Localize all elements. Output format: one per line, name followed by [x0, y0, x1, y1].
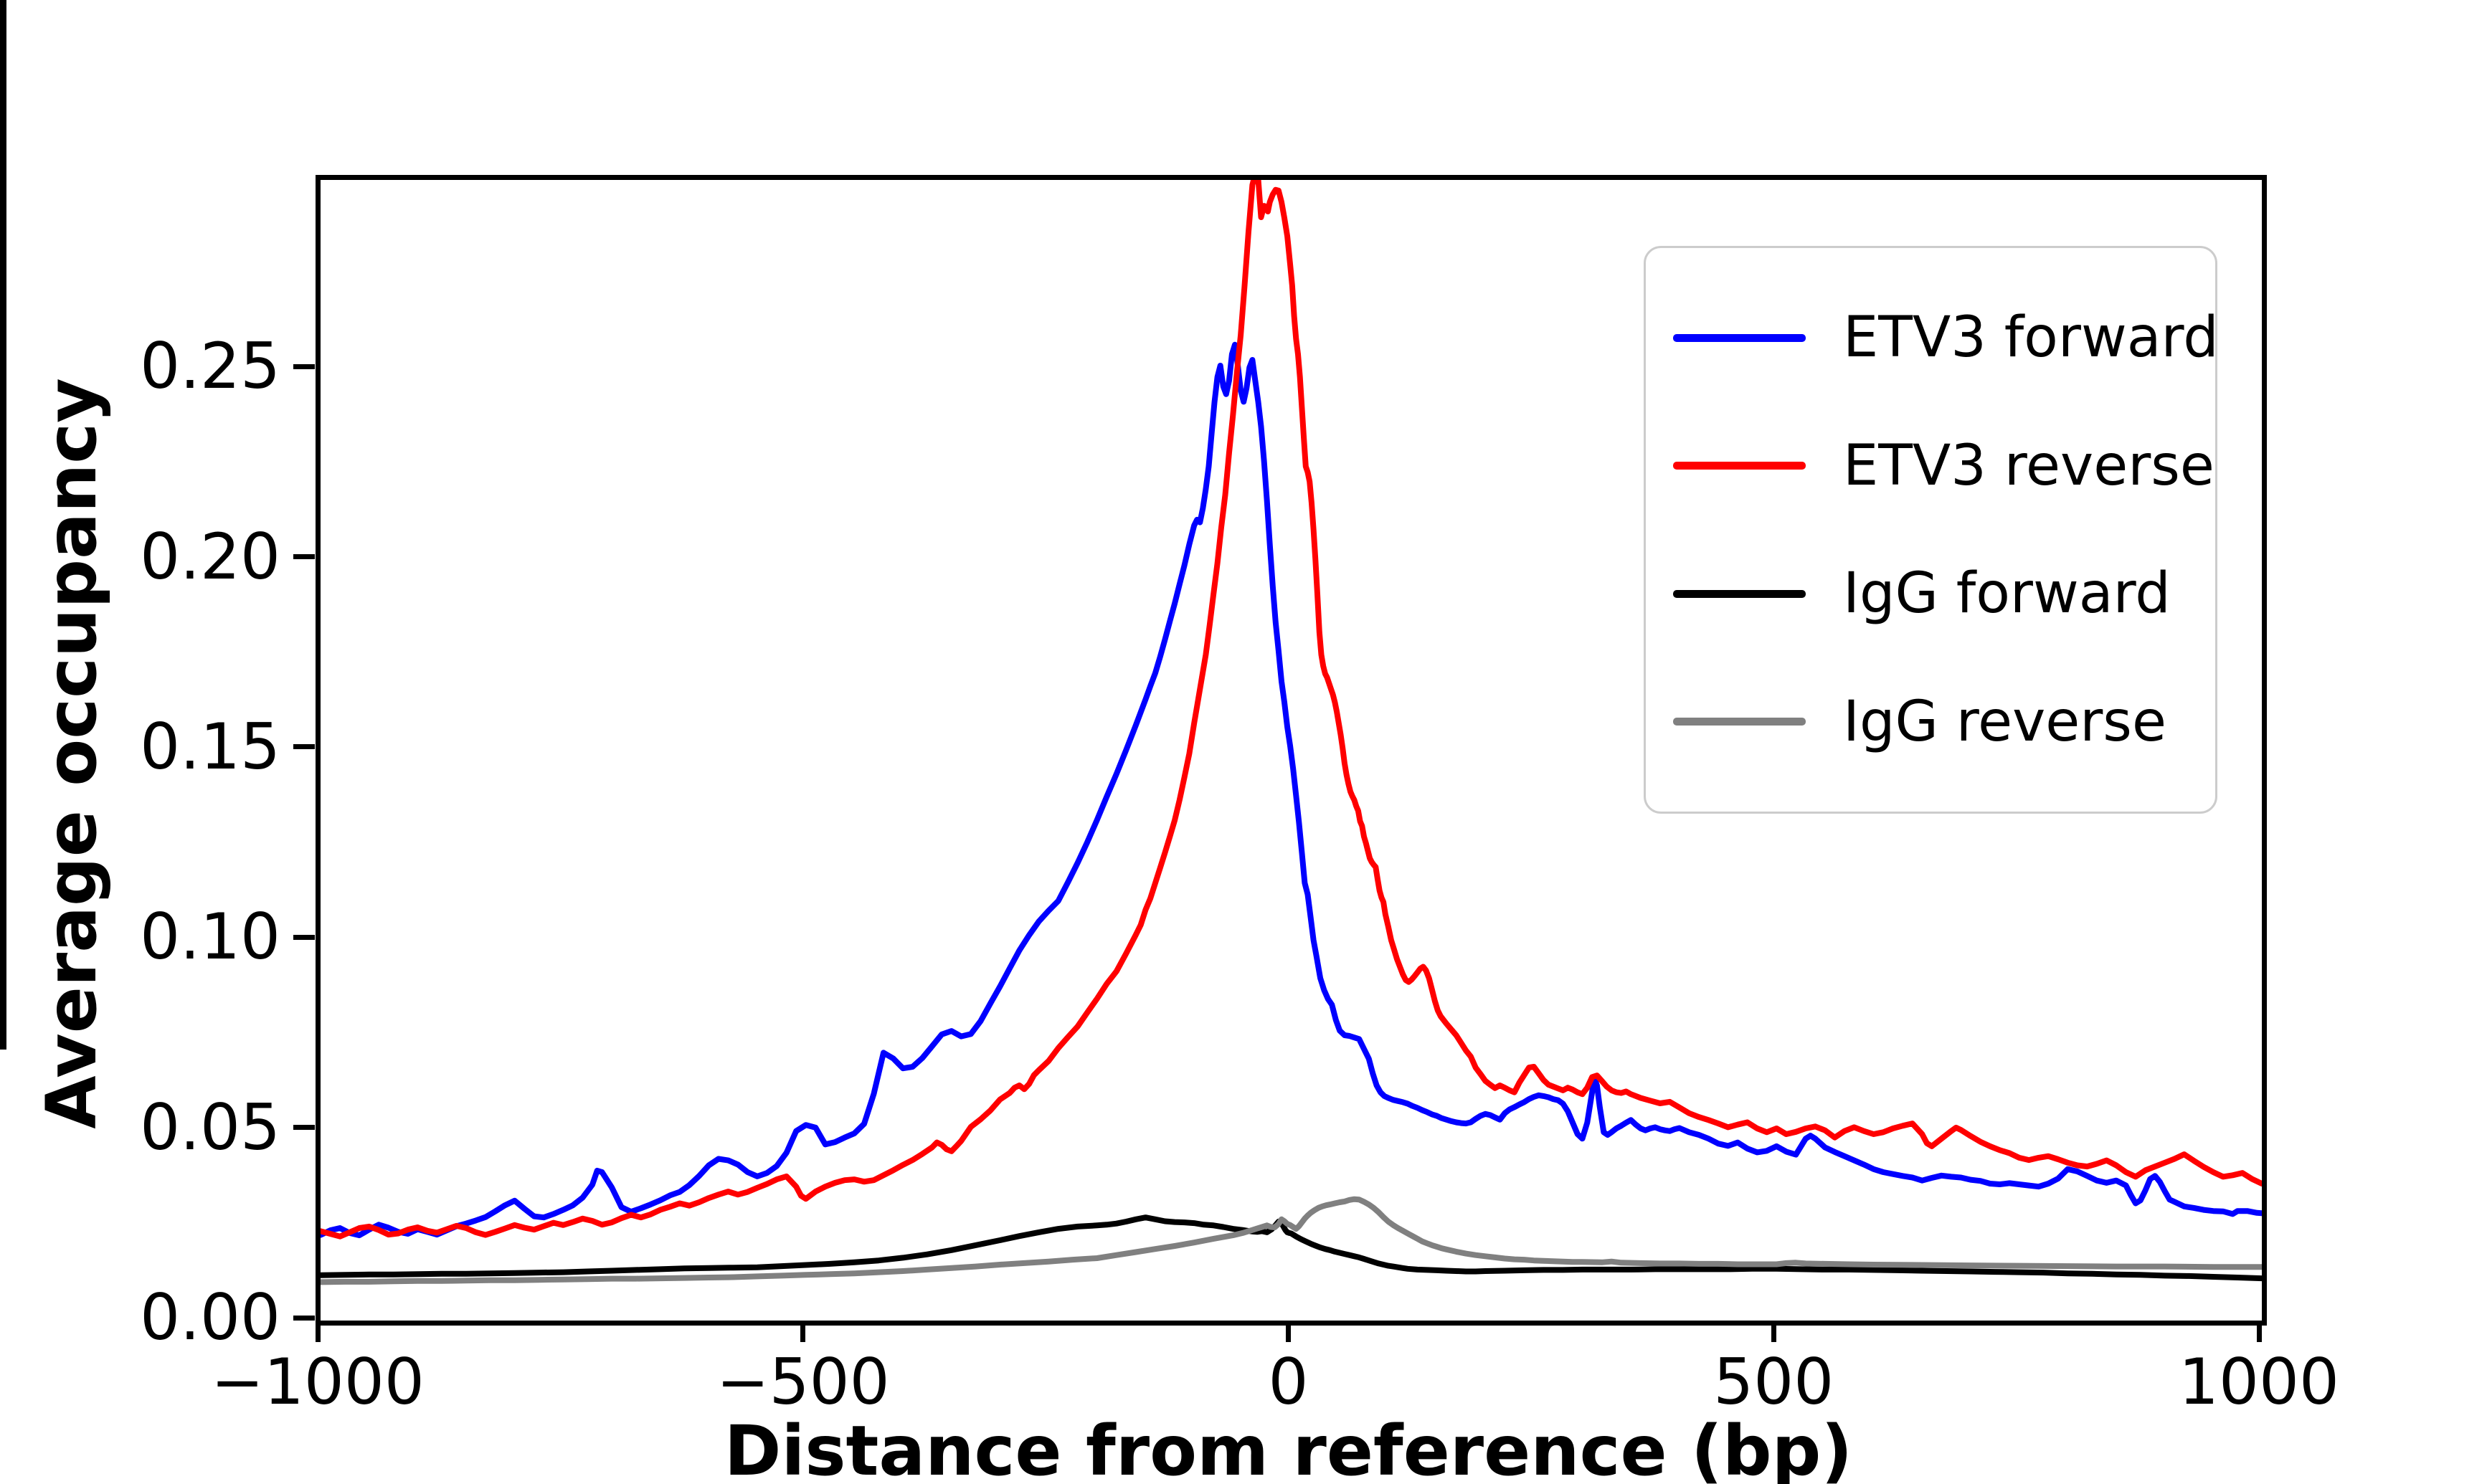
y-tick-mark	[293, 554, 315, 560]
x-tick-label: 0	[1268, 1345, 1309, 1419]
legend-line-sample	[1673, 333, 1806, 342]
y-tick-mark	[293, 744, 315, 750]
legend-line-sample	[1673, 462, 1806, 470]
x-tick-mark	[1771, 1321, 1776, 1342]
legend-label: IgG reverse	[1843, 689, 2166, 754]
y-tick-mark	[293, 1315, 315, 1321]
legend-label: ETV3 forward	[1843, 305, 2219, 371]
y-tick-mark	[293, 363, 315, 369]
y-tick-label: 0.00	[140, 1280, 280, 1354]
etv3-forward-line	[321, 341, 2262, 1239]
x-tick-mark	[315, 1321, 321, 1342]
legend-box: ETV3 forward ETV3 reverse IgG forward IgG r…	[1644, 246, 2219, 814]
x-axis-title: Distance from reference (bp)	[724, 1411, 1853, 1484]
x-tick-mark	[1286, 1321, 1291, 1342]
x-tick-mark	[2256, 1321, 2262, 1342]
plot-area	[316, 175, 2267, 1326]
y-tick-mark	[293, 934, 315, 940]
x-tick-label: 500	[1713, 1345, 1834, 1419]
y-tick-label: 0.05	[140, 1090, 280, 1164]
x-tick-label: 1000	[2179, 1345, 2339, 1419]
etv3-reverse-line	[321, 180, 2262, 1240]
legend-label: IgG forward	[1843, 561, 2171, 627]
x-tick-mark	[800, 1321, 806, 1342]
igg-forward-line	[321, 1214, 2262, 1282]
legend-label: ETV3 reverse	[1843, 433, 2214, 498]
data-lines	[321, 180, 2262, 1285]
legend-entry: IgG reverse	[1673, 692, 2194, 752]
legend-line-sample	[1673, 589, 1806, 598]
x-tick-label: −1000	[211, 1345, 425, 1419]
left-border-bar	[0, 0, 6, 1050]
y-tick-mark	[293, 1125, 315, 1131]
legend-entry: ETV3 reverse	[1673, 436, 2214, 496]
legend-entry: ETV3 forward	[1673, 308, 2219, 368]
igg-reverse-line	[321, 1196, 2262, 1285]
y-tick-label: 0.25	[140, 329, 280, 404]
y-tick-label: 0.10	[140, 900, 280, 974]
y-tick-label: 0.20	[140, 519, 280, 594]
legend-line-sample	[1673, 718, 1806, 726]
y-tick-label: 0.15	[140, 709, 280, 784]
legend-entry: IgG forward	[1673, 563, 2194, 624]
x-tick-label: −500	[716, 1345, 890, 1419]
